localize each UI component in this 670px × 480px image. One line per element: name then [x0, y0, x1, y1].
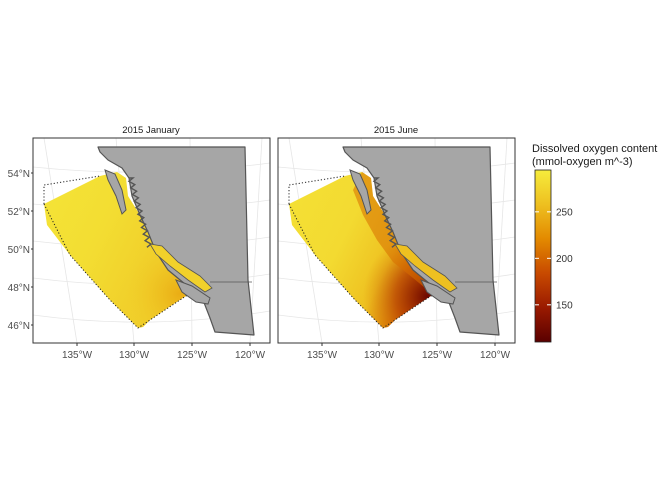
x-tick-label: 130°W [119, 350, 150, 361]
x-tick-label: 120°W [235, 350, 266, 361]
strait-water [149, 243, 213, 293]
map-panel-june [278, 138, 515, 343]
island [174, 279, 211, 305]
panel-title-january: 2015 January [122, 125, 180, 136]
strait-water [394, 243, 458, 293]
x-axis-january: 135°W 130°W 125°W 120°W [62, 343, 266, 361]
y-tick-label: 50°N [8, 245, 30, 256]
x-tick-label: 135°W [307, 350, 338, 361]
fjord-coastline [127, 177, 153, 248]
y-tick-label: 46°N [8, 321, 30, 332]
x-tick-label: 120°W [480, 350, 511, 361]
island [419, 279, 456, 305]
oxygen-low-zone [289, 172, 443, 328]
y-tick-label: 52°N [8, 207, 30, 218]
y-tick-label: 48°N [8, 283, 30, 294]
x-tick-label: 135°W [62, 350, 93, 361]
land-mass [342, 146, 500, 336]
x-axis-june: 135°W 130°W 125°W 120°W [307, 343, 511, 361]
oxygen-low-zone [44, 172, 198, 328]
x-tick-label: 125°W [422, 350, 453, 361]
panel-border-january [32, 137, 271, 344]
colorbar-legend: Dissolved oxygen content (mmol-oxygen m^… [532, 143, 657, 343]
map-panel-january [33, 138, 270, 343]
land-mass [97, 146, 255, 336]
haida-gwaii-island [349, 169, 372, 215]
y-tick-label: 54°N [8, 169, 30, 180]
haida-gwaii-island [104, 169, 127, 215]
legend-title-line1: Dissolved oxygen content [532, 143, 657, 155]
colorbar [534, 169, 552, 343]
legend-tick-label: 200 [556, 254, 573, 265]
fjord-coastline [372, 177, 398, 248]
shelf-band [353, 172, 443, 292]
legend-title-line2: (mmol-oxygen m^-3) [532, 156, 633, 168]
x-tick-label: 130°W [364, 350, 395, 361]
x-tick-label: 125°W [177, 350, 208, 361]
legend-tick-label: 150 [556, 300, 573, 311]
y-axis: 46°N 48°N 50°N 52°N 54°N [8, 169, 33, 332]
panel-border-june [277, 137, 516, 344]
panel-title-june: 2015 June [374, 125, 418, 136]
legend-tick-label: 250 [556, 207, 573, 218]
